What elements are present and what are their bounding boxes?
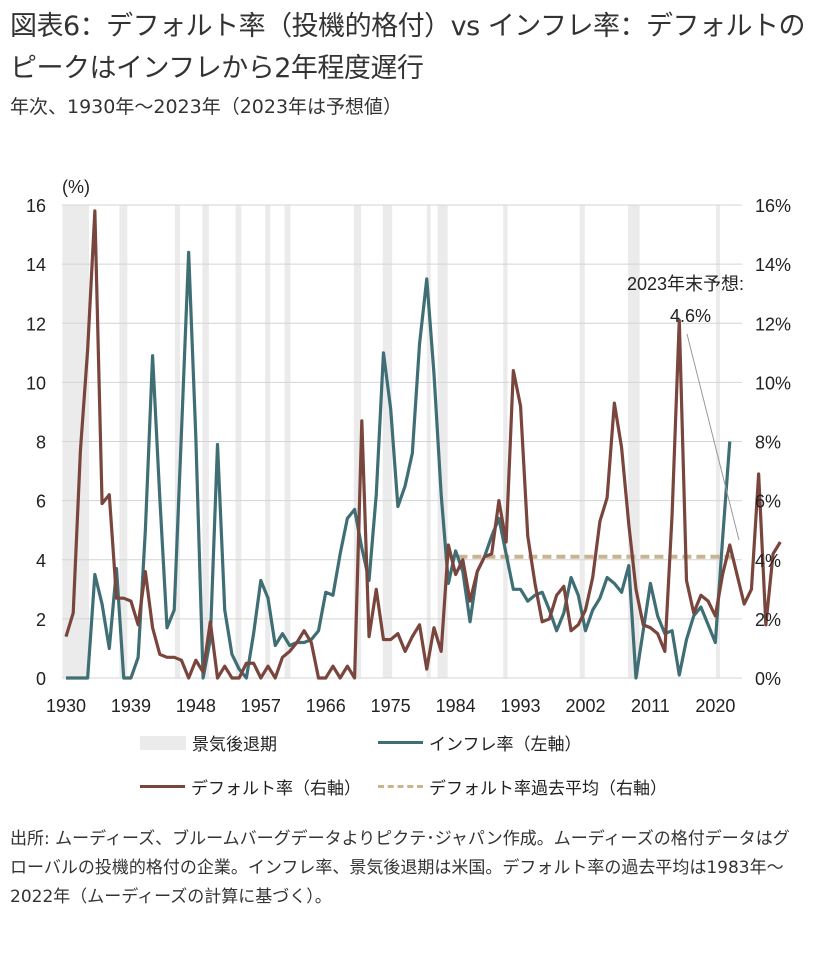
recession-swatch <box>140 735 186 750</box>
chart-subtitle: 年次、1930年～2023年（2023年は予想値） <box>10 96 403 118</box>
x-tick-label: 1993 <box>501 696 541 716</box>
right-tick-label: 14% <box>755 255 791 275</box>
x-tick-label: 1939 <box>111 696 151 716</box>
right-tick-label: 2% <box>755 610 781 630</box>
legend-average-label: デフォルト率過去平均（右軸） <box>429 779 667 799</box>
left-tick-label: 2 <box>36 610 46 630</box>
left-tick-label: 4 <box>36 551 46 571</box>
right-tick-label: 12% <box>755 314 791 334</box>
right-tick-label: 10% <box>755 373 791 393</box>
average-swatch <box>378 785 423 788</box>
forecast-annotation: 2023年末予想: 4.6% <box>627 274 744 541</box>
left-tick-label: 12 <box>26 314 46 334</box>
right-tick-label: 16% <box>755 196 791 216</box>
axis-ticks: 0 0% 2 2% 4 4% 6 6% 8 8% 10 10% 12 12% 14 14% 16 16% 1930 1… <box>26 196 791 716</box>
footnote: 出所: ムーディーズ、ブルームバーグデータよりピクテ･ジャパン作成。ムーディーズ… <box>10 829 790 907</box>
x-tick-label: 1948 <box>176 696 216 716</box>
annotation-line1: 2023年末予想: <box>627 274 744 294</box>
right-tick-label: 4% <box>755 551 781 571</box>
series-lines <box>64 209 782 680</box>
left-tick-label: 0 <box>36 669 46 689</box>
right-tick-label: 6% <box>755 492 781 512</box>
left-tick-label: 8 <box>36 433 46 453</box>
x-tick-label: 1984 <box>436 696 476 716</box>
legend-average: デフォルト率過去平均（右軸） <box>378 774 667 799</box>
legend-recession: 景気後退期 <box>140 730 277 755</box>
left-tick-label: 6 <box>36 492 46 512</box>
legend-recession-label: 景気後退期 <box>192 735 277 755</box>
x-tick-label: 1930 <box>46 696 86 716</box>
x-tick-label: 1975 <box>371 696 411 716</box>
annotation-leader-line <box>686 333 740 541</box>
default-rate-line <box>64 209 782 680</box>
inflation-swatch <box>378 741 423 744</box>
chart-title: 図表6：デフォルト率（投機的格付）vs インフレ率：デフォルトのピークはインフレ… <box>10 11 806 84</box>
annotation-line2: 4.6% <box>670 306 711 326</box>
left-tick-label: 10 <box>26 373 46 393</box>
right-tick-label: 0% <box>755 669 781 689</box>
chart-plot: 0 0% 2 2% 4 4% 6 6% 8 8% 10 10% 12 12% 14 14% 16 16% 1930 1… <box>26 177 791 716</box>
x-tick-label: 1966 <box>306 696 346 716</box>
legend-default-rate-label: デフォルト率（右軸） <box>191 779 361 799</box>
legend-inflation: インフレ率（左軸） <box>378 730 582 755</box>
x-tick-label: 2002 <box>565 696 605 716</box>
left-tick-label: 14 <box>26 255 46 275</box>
left-tick-label: 16 <box>26 196 46 216</box>
legend-default-rate: デフォルト率（右軸） <box>140 774 361 799</box>
legend-inflation-label: インフレ率（左軸） <box>429 735 582 755</box>
x-tick-label: 2020 <box>695 696 735 716</box>
right-tick-label: 8% <box>755 433 781 453</box>
left-axis-unit: (%) <box>62 177 90 197</box>
x-tick-label: 2011 <box>631 696 670 716</box>
x-tick-label: 1957 <box>241 696 281 716</box>
default-rate-swatch <box>140 785 185 788</box>
